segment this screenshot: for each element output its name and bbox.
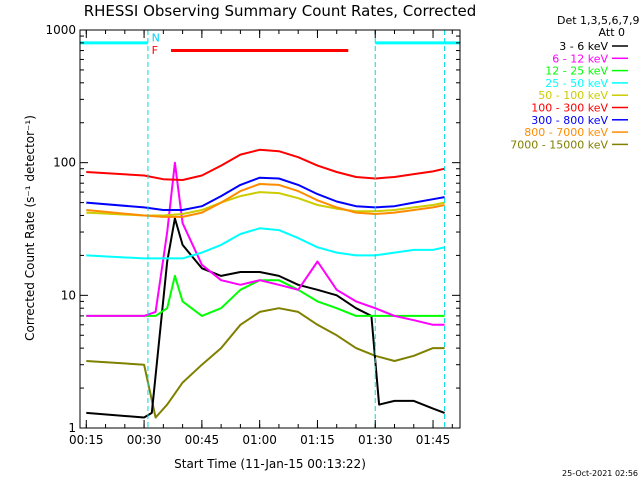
- series-line-2: [86, 161, 445, 326]
- legend-label-1: 3 - 6 keV: [559, 40, 608, 53]
- series-line-7: [86, 176, 445, 211]
- axes: 00:15 00:30 00:45 01:00 01:15 01:30 01:45 1 10 10…: [45, 23, 461, 447]
- y-tick-label: 100: [53, 156, 76, 170]
- y-axis-label: Corrected Count Rate (s⁻¹ detector⁻¹): [23, 115, 37, 341]
- legend-label-4: 25 - 50 keV: [545, 77, 608, 90]
- series-line-4: [86, 227, 445, 260]
- annotation-N-label: N: [152, 31, 160, 44]
- legend-label-3: 12 - 25 keV: [545, 65, 608, 78]
- y-tick-label: 1000: [45, 23, 76, 37]
- legend-label-6: 100 - 300 keV: [531, 102, 608, 115]
- legend-label-5: 50 - 100 keV: [538, 89, 608, 102]
- x-axis-label: Start Time (11-Jan-15 00:13:22): [174, 457, 366, 471]
- y-tick-label: 1: [68, 421, 76, 435]
- x-tick-label: 00:30: [127, 433, 162, 447]
- legend-label-2: 6 - 12 keV: [552, 52, 608, 65]
- legend-header-2: Att 0: [599, 26, 625, 39]
- chart-title: RHESSI Observing Summary Count Rates, Co…: [84, 2, 477, 20]
- legend-label-8: 800 - 7000 keV: [524, 126, 608, 139]
- legend-header-1: Det 1,3,5,6,7,9,: [557, 14, 640, 27]
- x-tick-label: 01:15: [300, 433, 335, 447]
- legend-label-9: 7000 - 15000 keV: [510, 138, 608, 151]
- series-line-1: [86, 217, 445, 419]
- series-line-6: [86, 148, 445, 181]
- x-tick-label: 01:00: [242, 433, 277, 447]
- x-tick-label: 01:30: [358, 433, 393, 447]
- series-layer: [86, 148, 445, 419]
- x-tick-label: 00:15: [69, 433, 104, 447]
- legend-label-7: 300 - 800 keV: [531, 114, 608, 127]
- plot-frame: [79, 29, 461, 429]
- annotation-layer: NF: [80, 30, 460, 428]
- series-line-8: [86, 183, 445, 218]
- series-line-9: [86, 307, 445, 419]
- x-tick-label: 01:45: [416, 433, 451, 447]
- footer-timestamp: 25-Oct-2021 02:56: [562, 469, 638, 478]
- series-line-3: [86, 274, 445, 317]
- series-line-5: [86, 191, 445, 217]
- y-tick-label: 10: [61, 288, 76, 302]
- annotation-F-label: F: [152, 44, 158, 57]
- x-tick-label: 00:45: [185, 433, 220, 447]
